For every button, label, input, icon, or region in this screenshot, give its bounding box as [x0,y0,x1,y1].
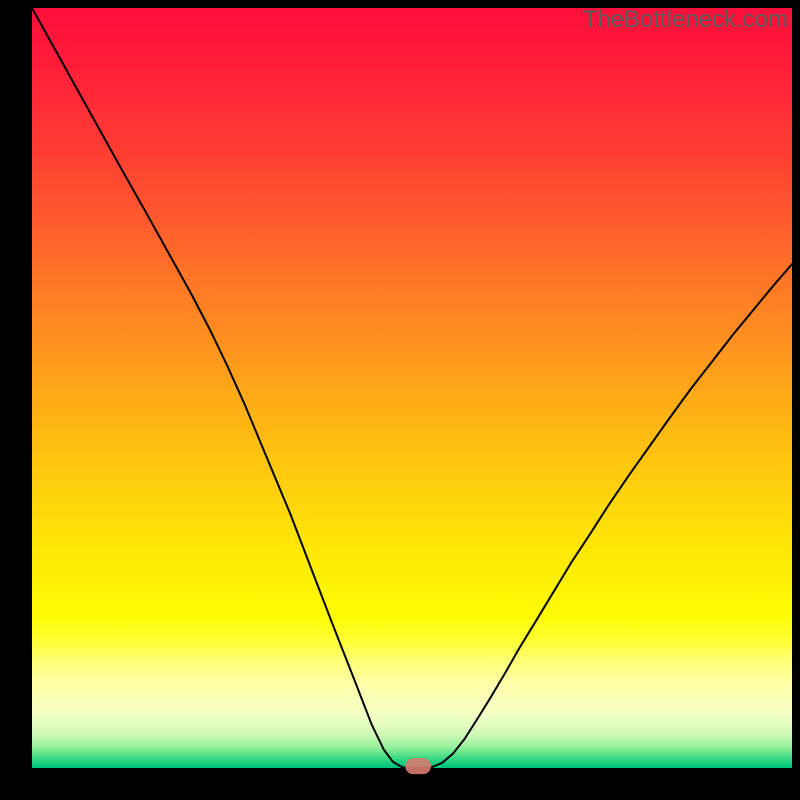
optimal-marker [405,758,431,774]
bottleneck-chart [0,0,800,800]
plot-area [32,8,792,768]
chart-root: TheBottleneck.com [0,0,800,800]
